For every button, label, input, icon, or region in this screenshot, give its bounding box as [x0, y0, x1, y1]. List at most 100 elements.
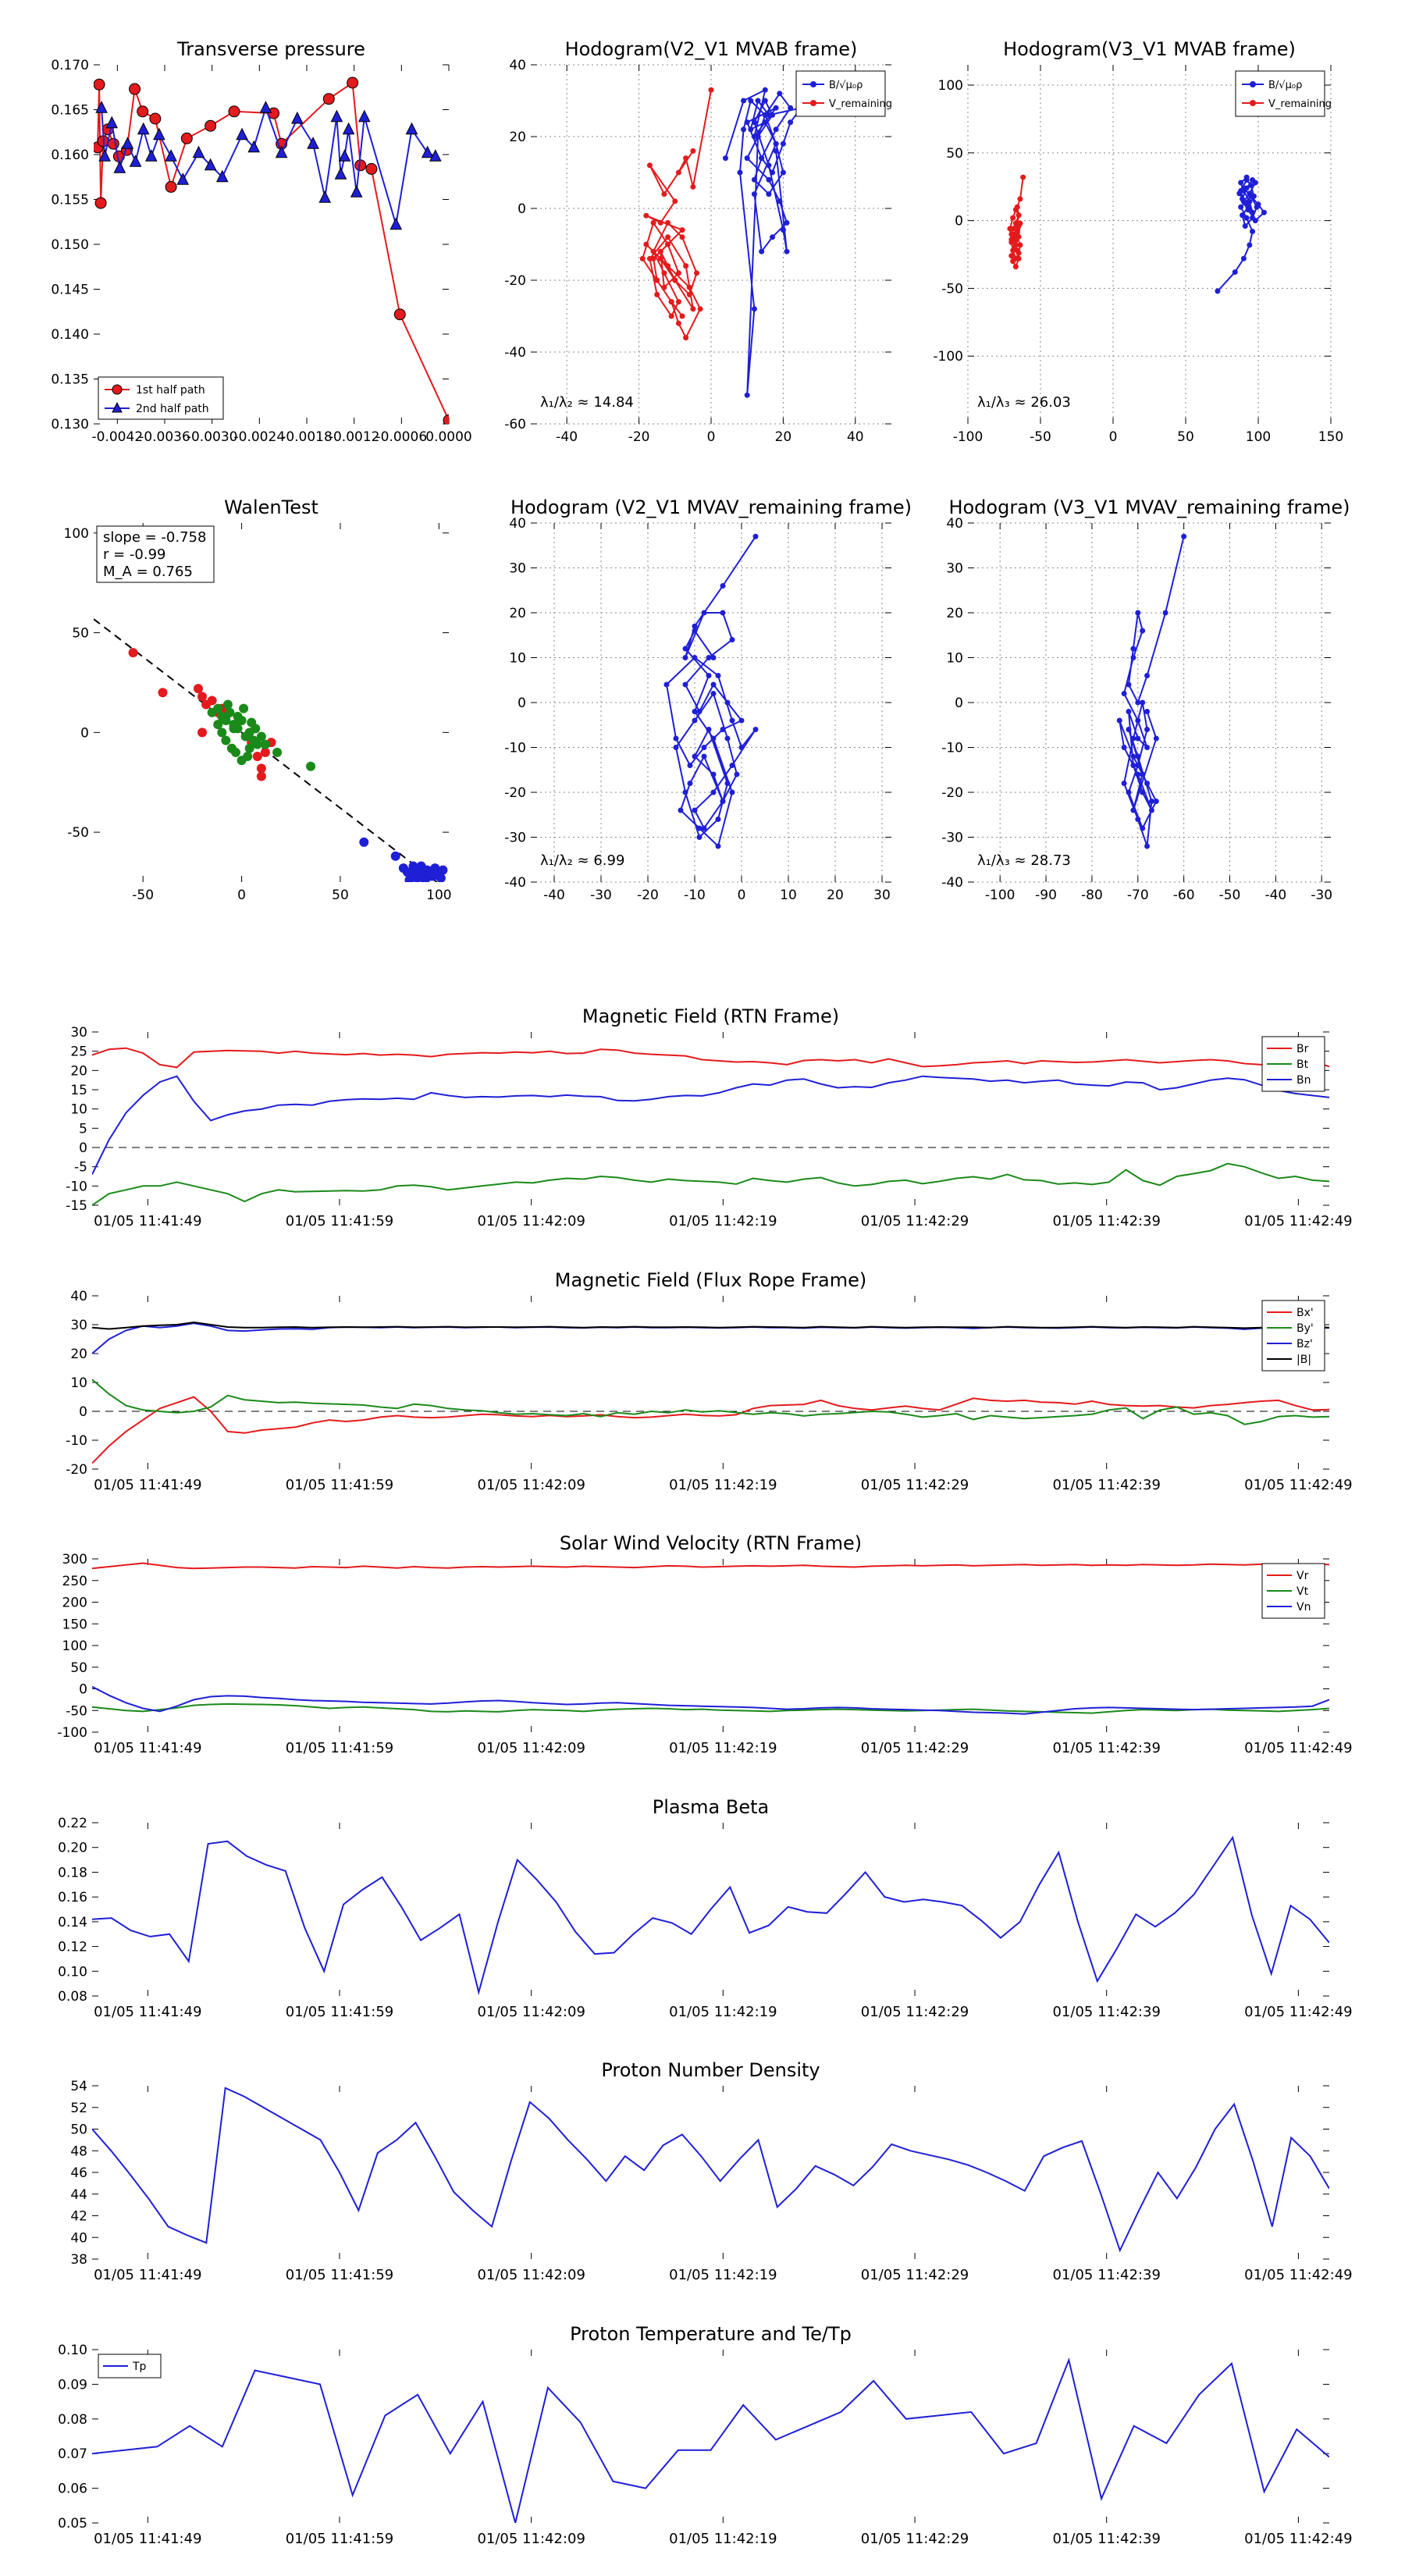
- np-data: [91, 2087, 1329, 2253]
- np-ytick-label: 48: [70, 2144, 87, 2159]
- beta-xtick-label: 01/05 11:41:59: [286, 2004, 393, 2020]
- np-title: Proton Number Density: [601, 2059, 820, 2081]
- hodo1-point: [675, 320, 681, 326]
- hodo3-point: [706, 727, 712, 732]
- mag_rtn-series-line: [91, 1075, 1329, 1175]
- hodo4-point: [1116, 717, 1122, 724]
- mag_fr-ytick-label: 40: [70, 1289, 87, 1304]
- hodo1-point: [675, 169, 681, 176]
- hodo4-point: [1144, 709, 1151, 714]
- hodo1-point: [639, 255, 646, 262]
- hodo2-point: [1236, 190, 1243, 197]
- hodo1-point: [683, 155, 689, 162]
- hodo4-xtick-label: -90: [1035, 888, 1057, 903]
- hodo3-xtick-label: -10: [684, 888, 706, 903]
- hodo1-point: [744, 155, 750, 162]
- hodo1-point: [697, 306, 703, 312]
- mag_rtn-ytick-label: 30: [70, 1025, 87, 1041]
- walen-point: [416, 861, 426, 871]
- tp-ytick-label: 0.145: [51, 283, 89, 298]
- mag_fr-plot-area: [92, 1296, 1329, 1469]
- mag_rtn-panel: Magnetic Field (RTN Frame) -15 -10 -5 0 5 10 15…: [66, 1005, 1352, 1229]
- tp-point: [228, 105, 240, 118]
- hodo4-point: [1140, 825, 1146, 831]
- hodo2-point: [1012, 231, 1019, 237]
- np-ytick-label: 44: [70, 2187, 87, 2203]
- hodo1-point: [773, 148, 779, 154]
- mag_rtn-series-line: [91, 1047, 1329, 1069]
- mag_rtn-ytick-label: 25: [70, 1044, 87, 1060]
- hodo1-point: [744, 392, 750, 398]
- tp-xtick-label: -0.0042: [92, 429, 144, 445]
- hodo3-ytick-label: -30: [504, 831, 526, 846]
- mag_fr-xtick-label: 01/05 11:42:39: [1052, 1477, 1160, 1493]
- hodo3-point: [678, 807, 684, 813]
- hodo4-ytick-label: 10: [946, 651, 963, 667]
- hodo3-point: [724, 699, 731, 706]
- hodo1-point: [741, 126, 747, 133]
- walen-point: [233, 711, 243, 721]
- hodo1-point: [773, 126, 779, 133]
- vsw-xtick-label: 01/05 11:42:29: [861, 1740, 969, 1756]
- hodo2-point: [1247, 242, 1253, 248]
- hodo4-point: [1140, 789, 1146, 795]
- hodo1-annotation: λ₁/λ₂ ≈ 14.84: [540, 394, 634, 411]
- walen-ytick-label: -50: [67, 825, 89, 841]
- hodo1-ytick-label: -20: [504, 273, 526, 289]
- hodo2-point: [1016, 223, 1022, 229]
- hodo1-point: [668, 299, 674, 305]
- walen-point: [231, 747, 240, 757]
- mag_fr-ytick-label: 30: [70, 1318, 87, 1333]
- hodo3-point: [738, 717, 745, 724]
- hodo4-point: [1135, 610, 1141, 616]
- np-xtick-label: 01/05 11:42:19: [669, 2267, 777, 2283]
- hodo3-point: [687, 763, 693, 768]
- hodo1-legend-label: B/√μ₀ρ: [829, 80, 863, 91]
- hodo1-ytick-label: -60: [504, 417, 526, 432]
- mag_rtn-xtick-label: 01/05 11:42:49: [1244, 1213, 1352, 1229]
- hodo1-ytick-label: 0: [518, 201, 526, 217]
- hodo3-data: [663, 533, 759, 849]
- hodo1-xtick-label: 0: [707, 429, 716, 445]
- tp_temp-title: Proton Temperature and Te/Tp: [570, 2323, 852, 2345]
- hodo4-point: [1135, 771, 1141, 777]
- tp-point: [105, 116, 119, 129]
- hodo1-legend-marker: [810, 100, 816, 106]
- vsw-series-line: [91, 1703, 1329, 1714]
- tp-xtick-label: -0.0036: [139, 429, 190, 445]
- hodo1-point: [643, 241, 649, 247]
- beta-ytick-label: 0.16: [58, 1890, 87, 1905]
- hodo3-point: [710, 655, 717, 660]
- hodo4-point: [1140, 628, 1146, 634]
- hodo1-xtick-label: -20: [628, 429, 650, 445]
- hodo1-point: [686, 284, 692, 290]
- hodo4-point: [1126, 709, 1132, 714]
- hodo4-point: [1153, 735, 1159, 742]
- hodo4-point: [1144, 781, 1151, 786]
- hodo1-point: [686, 291, 692, 297]
- tp_temp-legend-label: Tp: [132, 2361, 147, 2373]
- hodo1-point: [646, 255, 653, 262]
- hodo4-point: [1148, 807, 1154, 813]
- hodo2-point: [1240, 212, 1246, 219]
- walen-point: [197, 692, 208, 702]
- hodo1-point: [766, 162, 772, 169]
- mag_rtn-xtick-label: 01/05 11:42:29: [861, 1213, 969, 1229]
- hodo4-point: [1130, 735, 1136, 742]
- tp-panel: Transverse pressure 0.130 0.135 0.140 0.145 0…: [51, 38, 471, 445]
- hodo2-point: [1261, 209, 1267, 215]
- tp_temp-xtick-label: 01/05 11:41:59: [286, 2531, 393, 2547]
- mag_rtn-legend-label: Bn: [1297, 1074, 1311, 1087]
- hodo1-point: [762, 119, 768, 126]
- hodo4-ytick-label: -20: [941, 785, 963, 801]
- mag_fr-xtick-label: 01/05 11:42:09: [477, 1477, 585, 1493]
- hodo3-xtick-label: -20: [637, 888, 659, 903]
- hodo3-xtick-label: 10: [780, 888, 797, 903]
- hodo1-point: [683, 263, 689, 269]
- hodo4-point: [1135, 763, 1141, 768]
- mag_fr-legend-label: Bx': [1297, 1307, 1314, 1319]
- vsw-ytick-label: 250: [62, 1574, 87, 1589]
- walen-point: [237, 756, 247, 766]
- vsw-ytick-label: 50: [70, 1660, 87, 1676]
